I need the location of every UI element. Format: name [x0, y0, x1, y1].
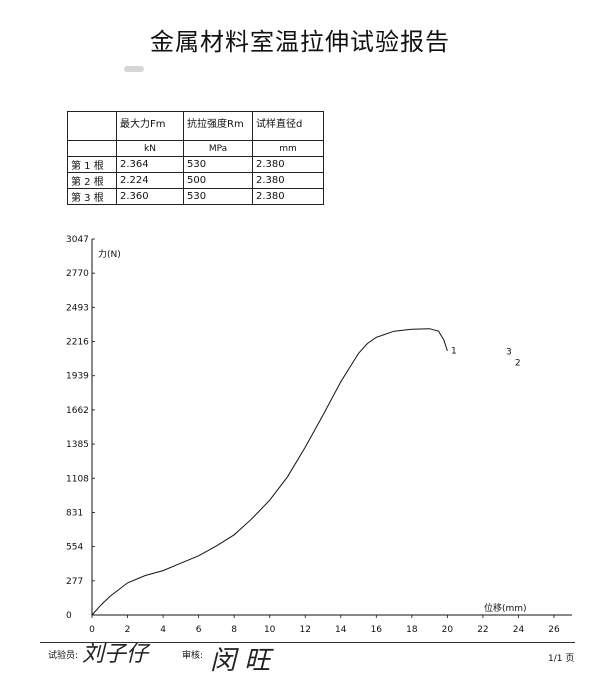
table-row: 第 3 根 2.360 530 2.380 [67, 188, 324, 205]
y-tick-label: 2216 [66, 338, 89, 348]
table-cell: 500 [183, 172, 253, 189]
y-tick-label: 554 [66, 543, 83, 553]
y-tick-labels: 0 277 554 831 1108 1385 1662 1939 2216 2493 2770 30… [66, 235, 89, 621]
x-tick-label: 6 [196, 625, 202, 635]
table-cell: 2.380 [252, 188, 324, 205]
x-tick-label: 26 [548, 625, 560, 635]
x-tick-label: 4 [160, 625, 166, 635]
x-tick-label: 18 [406, 625, 418, 635]
table-cell: 530 [183, 188, 253, 205]
y-tick-label: 0 [66, 611, 72, 621]
table-cell: 2.224 [116, 172, 184, 189]
table-cell: 2.364 [116, 156, 184, 173]
table-header-row: 最大力Fm 抗拉强度Rm 试样直径d [67, 111, 324, 141]
x-tick-label: 20 [442, 625, 454, 635]
curve-annotations: 1 32 [451, 346, 521, 368]
table-units-row: kN MPa mm [67, 140, 324, 157]
y-tick-label: 277 [66, 577, 83, 587]
x-tick-label: 10 [264, 625, 276, 635]
scan-mark [124, 66, 144, 72]
header-cell: 抗拉强度Rm [183, 111, 253, 141]
unit-cell: MPa [183, 140, 253, 157]
curve-label: 2 [515, 359, 521, 369]
table-cell: 2.380 [252, 172, 324, 189]
tester-label: 试验员: [48, 651, 79, 661]
unit-cell: kN [116, 140, 184, 157]
results-table: 最大力Fm 抗拉强度Rm 试样直径d kN MPa mm 第 1 根 2.364… [67, 111, 324, 205]
x-tick-label: 12 [300, 625, 311, 635]
y-tick-label: 2770 [66, 269, 89, 279]
header-cell: 试样直径d [252, 111, 324, 141]
header-cell: 最大力Fm [116, 111, 184, 141]
y-tick-label: 1939 [66, 372, 89, 382]
header-cell [67, 111, 117, 141]
page-number: 1/1 页 [548, 654, 575, 664]
x-tick-label: 14 [335, 625, 347, 635]
reviewer-label: 审核: [182, 651, 204, 661]
x-tick-label: 0 [89, 625, 95, 635]
table-row: 第 1 根 2.364 530 2.380 [67, 156, 324, 173]
report-title: 金属材料室温拉伸试验报告 [150, 28, 450, 56]
table-cell: 第 2 根 [67, 172, 117, 189]
y-tick-label: 831 [66, 508, 83, 518]
y-tick-label: 1108 [66, 474, 89, 484]
x-tick-label: 8 [231, 625, 237, 635]
table-cell: 530 [183, 156, 253, 173]
table-cell: 2.380 [252, 156, 324, 173]
unit-cell: mm [252, 140, 324, 157]
y-tick-label: 2493 [66, 303, 89, 313]
x-tick-label: 24 [513, 625, 525, 635]
force-curve [91, 328, 448, 616]
table-cell: 第 1 根 [67, 156, 117, 173]
tester-signature: 刘子仔 [82, 642, 149, 667]
curve-label: 3 [506, 348, 512, 358]
x-tick-labels: 0 2 4 6 8 10 12 14 16 18 20 22 24 26 [89, 625, 560, 635]
table-cell: 第 3 根 [67, 188, 117, 205]
x-tick-label: 2 [125, 625, 131, 635]
y-axis-label: 力(N) [98, 248, 121, 260]
x-axis-label: 位移(mm) [484, 602, 527, 614]
footer-divider [40, 642, 575, 643]
y-tick-label: 1662 [66, 406, 89, 416]
y-tick-label: 3047 [66, 235, 89, 245]
reviewer-signature: 闵 旺 [210, 646, 271, 676]
x-tick-label: 22 [477, 625, 488, 635]
force-displacement-chart: 0277554831110813851662193922162493277030… [66, 235, 572, 635]
curve-label: 1 [451, 346, 457, 356]
y-tick-label: 1385 [66, 440, 89, 450]
unit-cell [67, 140, 117, 157]
chart-axes [91, 238, 572, 618]
table-row: 第 2 根 2.224 500 2.380 [67, 172, 324, 189]
table-cell: 2.360 [116, 188, 184, 205]
x-tick-label: 16 [371, 625, 383, 635]
